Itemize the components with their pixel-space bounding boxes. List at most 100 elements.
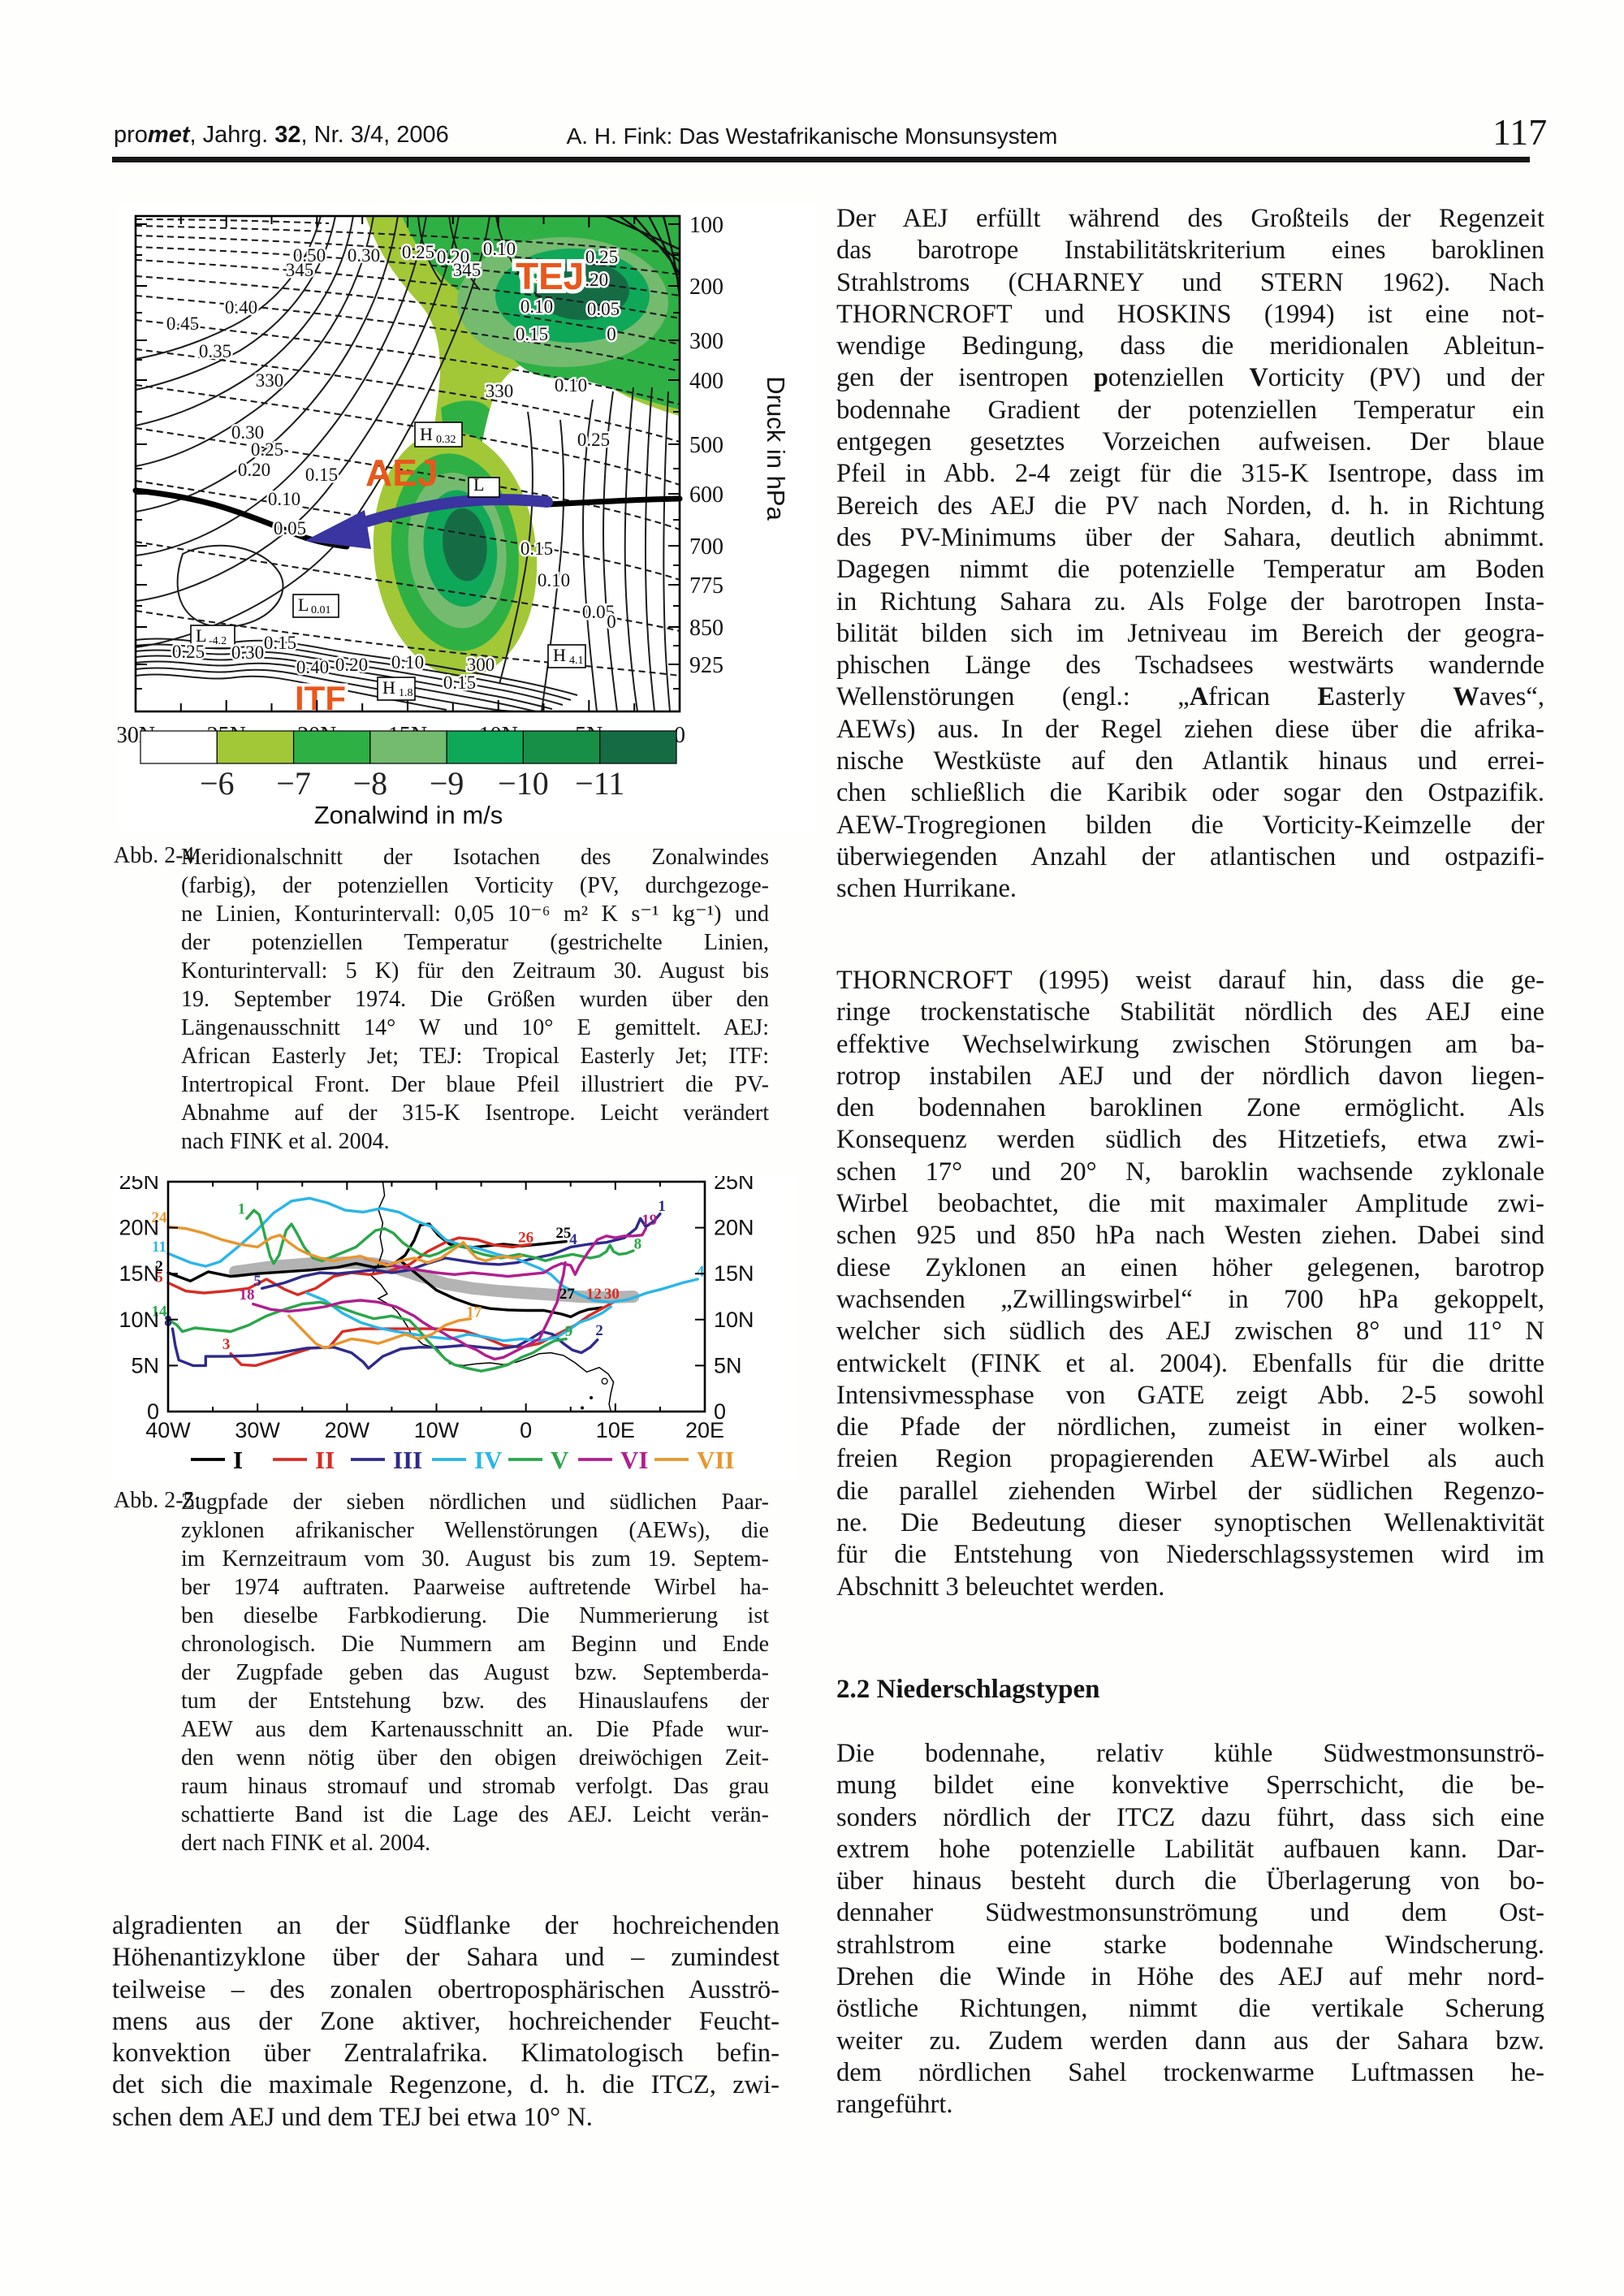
pressure-tick-label: 700 xyxy=(689,534,723,560)
contour-label: 0.15 xyxy=(443,672,476,693)
extremum-box xyxy=(468,477,500,498)
pressure-tick-label: 300 xyxy=(689,329,723,354)
contour-label: 0.30 xyxy=(348,245,380,266)
extremum-box xyxy=(547,644,586,668)
text-line: ben dieselbe Farbkodierung. Die Nummerie… xyxy=(181,1603,769,1628)
extremum-box xyxy=(377,677,416,701)
body-paragraph-right-3: Die bodennahe, relativ kühle Südwestmons… xyxy=(836,1738,1544,2121)
text-line: nische Westküste auf den Atlantik hinaus… xyxy=(836,746,1544,776)
text-line: über hinaus besteht durch die Überlageru… xyxy=(836,1866,1544,1896)
extremum-sub: 0.32 xyxy=(436,434,456,446)
text-line: östliche Richtungen, nimmt die vertikale… xyxy=(836,1994,1544,2024)
colorbar-value: −10 xyxy=(498,765,549,802)
text-line: Wirbel beobachtet, die mit maximaler Amp… xyxy=(836,1189,1544,1219)
running-title: A. H. Fink: Das Westafrikanische Monsuns… xyxy=(566,123,1058,149)
text-line: schen 17° und 20° N, baroklin wachsende … xyxy=(836,1157,1544,1187)
text-line: ne Linien, Konturintervall: 0,05 10⁻⁶ m²… xyxy=(181,902,769,927)
track-number: 11 xyxy=(152,1239,166,1256)
monsoon-layer-line-east xyxy=(545,495,683,508)
text-line: der potenziellen Temperatur (gestrichelt… xyxy=(181,930,769,955)
contour-label: 0.20 xyxy=(576,270,608,290)
track-number: 18 xyxy=(239,1286,254,1304)
lon-tick-label: 30W xyxy=(235,1418,280,1442)
text-line: den bodennahen baroklinen Zone ermöglich… xyxy=(836,1093,1544,1123)
contour-label: 0.10 xyxy=(538,570,570,590)
contour-label: 0.15 xyxy=(516,324,548,344)
track-number: 14 xyxy=(151,1303,167,1320)
text-line: bodennahe Gradient der potenziellen Temp… xyxy=(836,395,1544,425)
isentrope-contours xyxy=(135,218,680,677)
colorbar-segment xyxy=(216,730,295,764)
text-line: phischen Länge des Tschadsees westwärts … xyxy=(836,651,1544,681)
text-line: wachsenden „Zwillingswirbel“ in 700 hPa … xyxy=(836,1284,1544,1314)
lat-tick-label-right: 15N xyxy=(714,1261,754,1286)
text-line: wendige Bedingung, dass die meridionalen… xyxy=(836,331,1544,361)
text-line: konvektion über Zentralafrika. Klimatolo… xyxy=(112,2039,780,2069)
body-paragraph-left: algradienten an der Südflanke der hochre… xyxy=(112,1910,780,2134)
text-line: tum der Entstehung bzw. des Hinauslaufen… xyxy=(181,1688,769,1714)
lon-tick-label: 20W xyxy=(325,1418,370,1442)
extremum-label: L xyxy=(298,595,309,615)
text-line: Strahlstroms (CHARNEY und STERN 1962). N… xyxy=(836,267,1544,297)
text-line: ber 1974 auftraten. Paarweise auftretend… xyxy=(181,1575,769,1600)
extremum-sub: -4.2 xyxy=(209,635,227,647)
pressure-tick-label: 925 xyxy=(689,653,723,678)
text-line: det sich die maximale Regenzone, d. h. d… xyxy=(112,2070,780,2100)
contour-label: 0.10 xyxy=(391,652,424,672)
contour-label: 330 xyxy=(486,381,514,401)
pressure-tick-label: 200 xyxy=(689,275,723,300)
text-line: Pfeil in Abb. 2-4 zeigt für die 315-K Is… xyxy=(836,459,1544,489)
text-line: die parallel ziehenden Wirbel der südlic… xyxy=(836,1476,1544,1506)
contour-label: 0.15 xyxy=(520,538,553,559)
contour-label: 0.50 xyxy=(293,245,326,266)
contour-label: 0.15 xyxy=(520,265,553,285)
text-line: THORNCROFT (1995) weist darauf hin, dass… xyxy=(836,966,1544,995)
extremum-sub: 4.1 xyxy=(569,655,584,667)
contour-label: 0.20 xyxy=(238,460,270,480)
text-line: schen dem AEJ und dem TEJ bei etwa 10° N… xyxy=(112,2102,593,2132)
text-line: Drehen die Winde in Höhe des AEJ auf meh… xyxy=(836,1962,1544,1992)
text-line: überwiegenden Anzahl der atlantischen un… xyxy=(836,841,1544,871)
text-line: freien Region propagierenden AEW-Wirbel … xyxy=(836,1444,1544,1474)
colorbar-segment xyxy=(599,730,677,764)
pv-decrease-arrow xyxy=(304,494,553,549)
contour-label: 330 xyxy=(256,370,284,391)
contour-label: 0.15 xyxy=(264,633,296,653)
text-line: sonders nördlich der ITCZ dazu führt, da… xyxy=(836,1802,1544,1832)
text-line: ringe trockenstatische Stabilität nördli… xyxy=(836,997,1544,1027)
text-line: Intensivmessphase von GATE zeigt Abb. 2-… xyxy=(836,1380,1544,1410)
pressure-tick-label: 775 xyxy=(689,573,723,599)
text-line: Intertropical Front. Der blaue Pfeil ill… xyxy=(181,1072,769,1097)
contour-label: 345 xyxy=(286,260,314,280)
track-II-sued xyxy=(229,1300,615,1368)
text-line: extrem hohe potenzielle Labilität aufbau… xyxy=(836,1834,1544,1864)
text-line: den wenn nötig über den obigen dreiwöchi… xyxy=(181,1745,769,1771)
text-line: Dagegen nimmt die potenzielle Temperatur… xyxy=(836,555,1544,585)
track-IV-sued xyxy=(305,1291,612,1343)
text-line: nach FINK et al. 2004. xyxy=(181,1129,390,1154)
colorbar-title: Zonalwind in m/s xyxy=(314,801,503,829)
track-VI-nord xyxy=(363,1226,647,1278)
text-line: weiter zu. Zudem werden dann aus der Sah… xyxy=(836,2026,1544,2056)
text-line: gen der isentropen potenziellen Vorticit… xyxy=(836,363,1544,393)
aew-tracks xyxy=(166,1196,699,1373)
text-line: Die bodennahe, relativ kühle Südwestmons… xyxy=(836,1739,1544,1768)
track-number: 25 xyxy=(555,1225,571,1242)
track-number: 4 xyxy=(697,1264,705,1281)
tej-label: TEJ xyxy=(516,255,584,297)
text-line: schattierte Band ist die Lage des AEJ. L… xyxy=(181,1802,769,1827)
track-number: 5 xyxy=(155,1269,163,1286)
text-line: Wellenstörungen (engl.: „African Easterl… xyxy=(836,682,1544,712)
contour-label: 0.10 xyxy=(483,239,516,259)
contour-label: 0 xyxy=(607,612,616,632)
aej-band xyxy=(229,1256,640,1304)
body-paragraph-right-2: THORNCROFT (1995) weist darauf hin, dass… xyxy=(836,965,1544,1603)
text-line: (farbig), der potenziellen Vorticity (PV… xyxy=(181,873,769,898)
section-heading-2-2: 2.2 Niederschlagstypen xyxy=(836,1675,1100,1704)
text-line: dert nach FINK et al. 2004. xyxy=(181,1831,431,1856)
island xyxy=(581,1406,585,1410)
text-line: dem nördlichen Sahel trockenwarme Luftma… xyxy=(836,2057,1544,2087)
lat-tick-label-left: 0 xyxy=(147,1399,159,1424)
text-line: für die Entstehung von Niederschlagssyst… xyxy=(836,1540,1544,1570)
